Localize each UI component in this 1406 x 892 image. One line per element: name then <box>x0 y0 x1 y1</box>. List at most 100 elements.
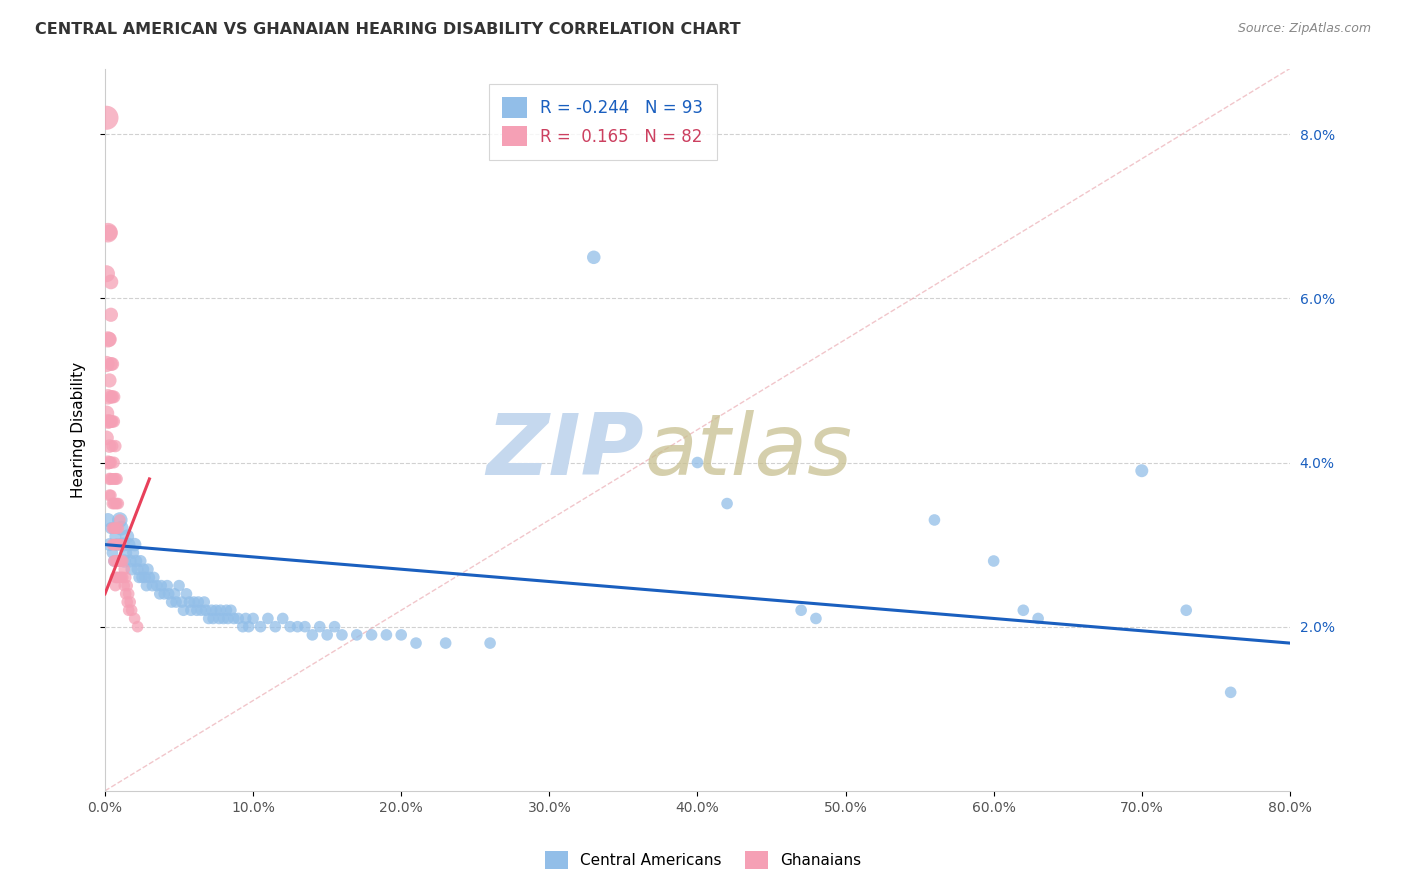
Point <box>190 603 212 617</box>
Point <box>222 611 245 625</box>
Point <box>108 513 131 527</box>
Point <box>157 587 180 601</box>
Point <box>163 587 186 601</box>
Point <box>330 628 353 642</box>
Point <box>111 570 134 584</box>
Point <box>97 390 120 404</box>
Point <box>301 628 323 642</box>
Point <box>98 373 121 387</box>
Point <box>98 488 121 502</box>
Point <box>209 603 232 617</box>
Point <box>121 603 143 617</box>
Text: atlas: atlas <box>644 409 852 493</box>
Point <box>101 357 124 371</box>
Point <box>160 595 183 609</box>
Y-axis label: Hearing Disability: Hearing Disability <box>72 361 86 498</box>
Point <box>124 538 146 552</box>
Point <box>114 587 136 601</box>
Point <box>121 562 143 576</box>
Point <box>278 620 301 634</box>
Point <box>118 603 141 617</box>
Point <box>98 226 121 240</box>
Point <box>112 554 135 568</box>
Point <box>146 579 169 593</box>
Point <box>360 628 382 642</box>
Point <box>124 611 146 625</box>
Point <box>201 603 224 617</box>
Point <box>114 570 136 584</box>
Point <box>129 554 152 568</box>
Point <box>104 472 127 486</box>
Point <box>122 546 145 560</box>
Point <box>103 390 125 404</box>
Point <box>110 554 132 568</box>
Point <box>375 628 398 642</box>
Point <box>103 554 125 568</box>
Point <box>101 538 124 552</box>
Point <box>96 357 118 371</box>
Point <box>179 595 201 609</box>
Text: Source: ZipAtlas.com: Source: ZipAtlas.com <box>1237 22 1371 36</box>
Point <box>100 415 122 429</box>
Point <box>105 521 128 535</box>
Point <box>98 472 121 486</box>
Point <box>97 226 120 240</box>
Point <box>271 611 294 625</box>
Point <box>105 538 128 552</box>
Point <box>100 308 122 322</box>
Point <box>105 472 128 486</box>
Point <box>479 636 502 650</box>
Point <box>176 587 198 601</box>
Point <box>101 546 124 560</box>
Point <box>100 390 122 404</box>
Point <box>103 554 125 568</box>
Point <box>1026 611 1049 625</box>
Point <box>790 603 813 617</box>
Point <box>170 595 193 609</box>
Point <box>323 620 346 634</box>
Point <box>127 562 149 576</box>
Legend: R = -0.244   N = 93, R =  0.165   N = 82: R = -0.244 N = 93, R = 0.165 N = 82 <box>489 84 717 160</box>
Point <box>110 521 132 535</box>
Point <box>98 538 121 552</box>
Point <box>716 497 738 511</box>
Point <box>100 357 122 371</box>
Point <box>153 587 176 601</box>
Point <box>193 595 215 609</box>
Point <box>107 570 129 584</box>
Point <box>114 546 136 560</box>
Point <box>187 595 209 609</box>
Point <box>134 570 156 584</box>
Point <box>118 538 141 552</box>
Point <box>434 636 457 650</box>
Point <box>215 603 238 617</box>
Point <box>142 570 165 584</box>
Point <box>294 620 316 634</box>
Point <box>98 332 121 346</box>
Point <box>96 431 118 445</box>
Legend: Central Americans, Ghanaians: Central Americans, Ghanaians <box>538 845 868 875</box>
Point <box>173 603 195 617</box>
Point <box>107 554 129 568</box>
Point <box>125 554 148 568</box>
Point <box>103 538 125 552</box>
Point <box>100 275 122 289</box>
Point <box>101 390 124 404</box>
Point <box>136 562 159 576</box>
Point <box>120 554 142 568</box>
Point <box>103 472 125 486</box>
Point <box>103 456 125 470</box>
Point <box>238 620 260 634</box>
Point <box>110 538 132 552</box>
Point <box>132 562 155 576</box>
Point <box>165 595 187 609</box>
Point <box>101 472 124 486</box>
Point <box>183 595 205 609</box>
Point <box>208 611 231 625</box>
Point <box>98 415 121 429</box>
Point <box>96 267 118 281</box>
Point <box>219 603 242 617</box>
Point <box>111 538 134 552</box>
Point <box>405 636 427 650</box>
Point <box>107 554 129 568</box>
